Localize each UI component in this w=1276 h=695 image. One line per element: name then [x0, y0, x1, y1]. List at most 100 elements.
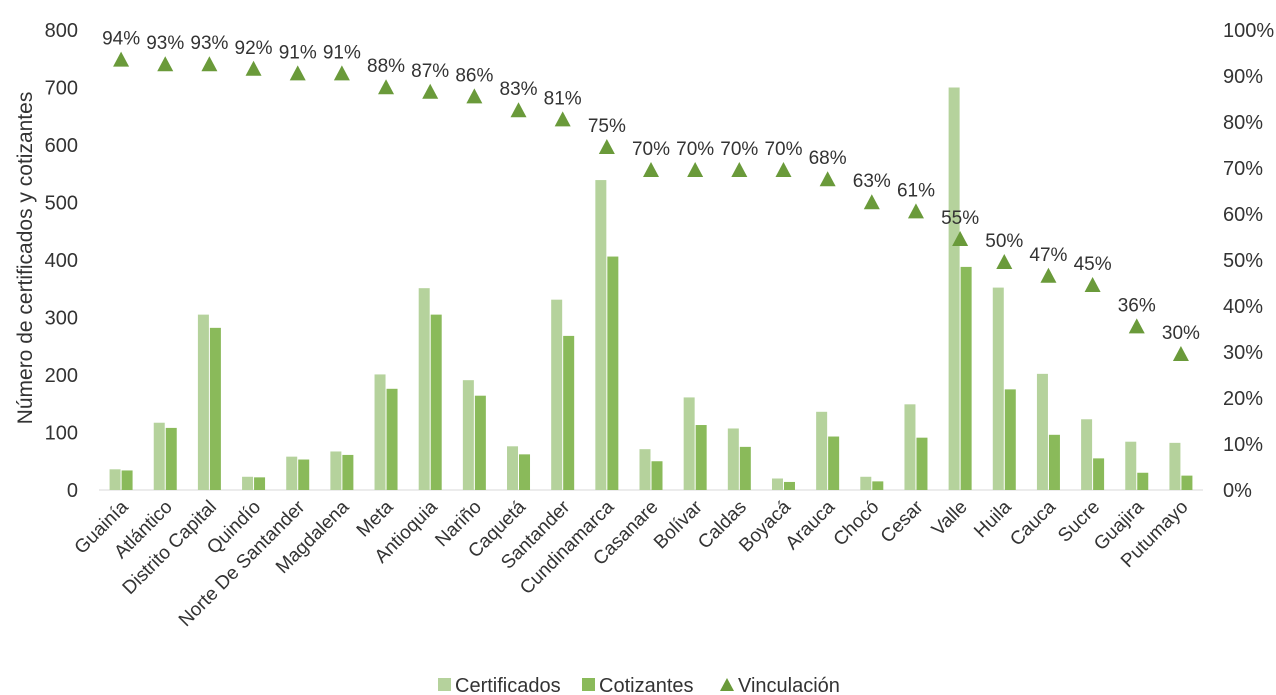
y2-tick-label: 20% [1223, 388, 1263, 410]
vinculacion-marker [157, 56, 174, 72]
bar-cotizantes [828, 436, 840, 490]
vinculacion-marker [1040, 267, 1057, 283]
vinculacion-data-label: 93% [146, 33, 184, 54]
bar-certificados [462, 380, 474, 490]
bar-series-group [109, 87, 1193, 490]
vinculacion-marker [201, 56, 218, 72]
bar-cotizantes [695, 425, 707, 490]
bar-cotizantes [739, 446, 751, 490]
bar-cotizantes [121, 470, 133, 490]
vinculacion-marker [598, 139, 615, 154]
vinculacion-marker [731, 162, 748, 177]
bar-cotizantes [783, 481, 795, 490]
bar-certificados [374, 374, 386, 490]
vinculacion-data-label: 81% [544, 88, 582, 109]
vinculacion-marker [907, 203, 924, 219]
y-axis-title: Número de certificados y cotizantes [14, 92, 37, 425]
bar-certificados [197, 314, 209, 490]
vinculacion-marker [378, 79, 395, 95]
vinculacion-data-label: 70% [676, 139, 714, 160]
vinculacion-marker [422, 83, 439, 99]
bar-certificados [153, 422, 165, 490]
bar-cotizantes [1048, 434, 1060, 490]
vinculacion-data-label: 91% [279, 42, 317, 63]
x-category-label: Cauca [1006, 496, 1060, 550]
bar-certificados [242, 476, 254, 490]
bar-cotizantes [563, 335, 575, 490]
bar-cotizantes [607, 256, 619, 490]
bar-cotizantes [916, 437, 928, 490]
data-label-group: 94% 93% 93% 92% 91% 91% 88% 87% 86% 83% 81% 75% 70% 7… [102, 29, 1200, 344]
bar-cotizantes [960, 266, 972, 490]
vinculacion-data-label: 68% [809, 148, 847, 169]
y2-tick-label: 90% [1223, 66, 1263, 88]
vinculacion-data-label: 92% [235, 38, 273, 59]
bar-cotizantes [342, 454, 354, 490]
vinculacion-data-label: 50% [985, 231, 1023, 252]
bar-certificados [860, 476, 872, 490]
vinculacion-marker [687, 162, 704, 177]
bar-cotizantes [430, 314, 442, 490]
vinculacion-marker [1172, 346, 1189, 361]
y2-tick-label: 50% [1223, 250, 1263, 272]
vinculacion-marker [643, 162, 659, 177]
vinculacion-data-label: 70% [720, 139, 758, 160]
legend-label-certificados: Certificados [455, 675, 561, 695]
vinculacion-data-label: 70% [632, 139, 670, 160]
vinculacion-marker [863, 194, 880, 210]
x-category-label: Bolívar [650, 496, 707, 553]
y2-tick-label: 10% [1223, 434, 1263, 456]
legend: Certificados Cotizantes Vinculación [438, 675, 840, 695]
vinculacion-data-label: 63% [853, 171, 891, 192]
vinculacion-marker [996, 254, 1013, 269]
bar-cotizantes [651, 461, 663, 490]
vinculacion-data-label: 47% [1029, 245, 1067, 266]
bar-certificados [1169, 442, 1181, 490]
bar-certificados [904, 404, 916, 490]
y-tick-label: 300 [45, 308, 78, 330]
vinculacion-data-label: 45% [1074, 254, 1112, 275]
bar-certificados [595, 180, 607, 490]
y2-tick-label: 60% [1223, 204, 1263, 226]
bar-certificados [330, 451, 342, 490]
bar-certificados [418, 288, 430, 490]
y-tick-label: 500 [45, 193, 78, 215]
x-category-label: Arauca [782, 496, 840, 554]
bar-cotizantes [1137, 472, 1149, 490]
bar-cotizantes [298, 459, 310, 490]
bar-certificados [507, 446, 519, 490]
vinculacion-data-label: 94% [102, 29, 140, 50]
legend-label-vinculacion: Vinculación [738, 675, 840, 695]
bar-certificados [1081, 419, 1093, 490]
y2-tick-label: 40% [1223, 296, 1263, 318]
vinculacion-marker [510, 102, 527, 118]
vinculacion-marker [466, 88, 483, 104]
y-tick-label: 700 [45, 78, 78, 100]
bar-cotizantes [1004, 389, 1016, 490]
vinculacion-marker [333, 65, 350, 81]
legend-label-cotizantes: Cotizantes [599, 675, 694, 695]
y-tick-label: 600 [45, 135, 78, 157]
y2-tick-label: 80% [1223, 112, 1263, 134]
legend-swatch-certificados [438, 678, 451, 691]
x-category-label: Chocó [830, 497, 884, 551]
vinculacion-data-label: 86% [455, 65, 493, 86]
bar-certificados [992, 287, 1004, 490]
vinculacion-data-label: 36% [1118, 295, 1156, 316]
bar-certificados [771, 478, 783, 490]
y2-tick-label: 30% [1223, 342, 1263, 364]
y-tick-label: 100 [45, 423, 78, 445]
bar-cotizantes [1093, 458, 1105, 490]
x-category-label: Valle [928, 497, 972, 541]
vinculacion-data-label: 75% [588, 116, 626, 137]
vinculacion-marker [113, 51, 130, 67]
vinculacion-data-label: 87% [411, 61, 449, 82]
vinculacion-marker [245, 60, 262, 76]
bar-certificados [1036, 373, 1048, 490]
bar-certificados [286, 456, 298, 490]
vinculacion-data-label: 91% [323, 42, 361, 63]
bar-cotizantes [1181, 475, 1193, 490]
bar-certificados [639, 449, 651, 490]
y-tick-label: 0 [67, 480, 78, 502]
